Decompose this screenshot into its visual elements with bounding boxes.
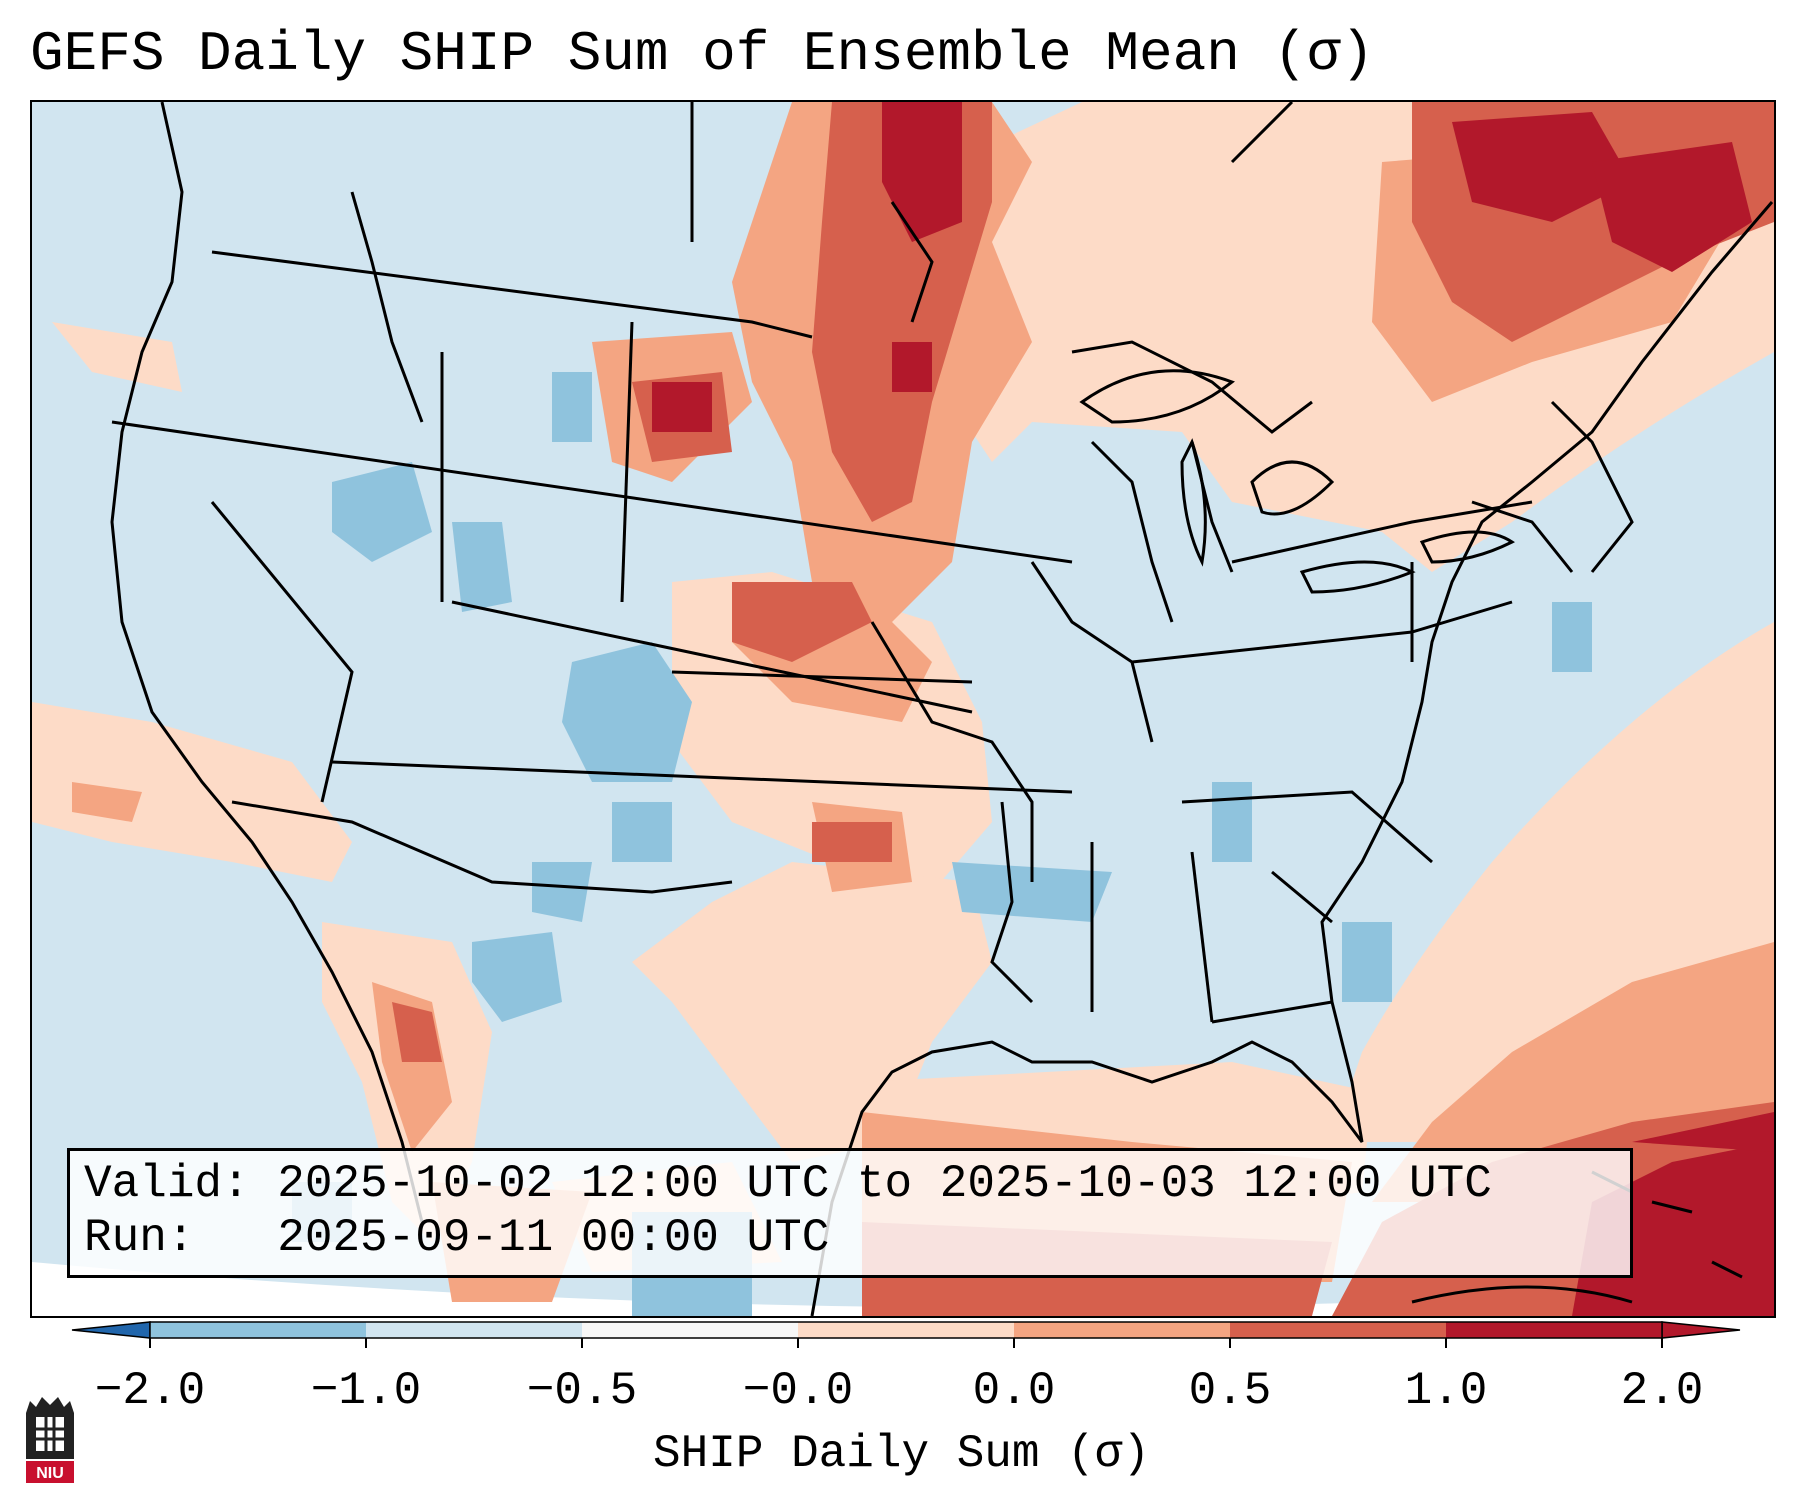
colorbar-tick-label: −1.0 <box>310 1365 422 1417</box>
colorbar-segment <box>1230 1322 1447 1338</box>
niu-logo-text: NIU <box>36 1465 64 1482</box>
valid-time-text: Valid: 2025-10-02 12:00 UTC to 2025-10-0… <box>84 1158 1492 1210</box>
niu-logo-graphic: NIU <box>26 1397 74 1483</box>
ship-anomaly-map <box>32 102 1774 1316</box>
map-title: GEFS Daily SHIP Sum of Ensemble Mean (σ) <box>30 22 1375 86</box>
colorbar-extend-high <box>1661 1321 1741 1339</box>
colorbar-tick-label: −2.0 <box>94 1365 206 1417</box>
colorbar-segment <box>150 1322 367 1338</box>
colorbar-tick-label: 2.0 <box>1620 1365 1704 1417</box>
colorbar-segment <box>1446 1322 1663 1338</box>
colorbar-segment <box>1014 1322 1231 1338</box>
run-time-text: Run: 2025-09-11 00:00 UTC <box>84 1212 830 1264</box>
colorbar-segment <box>798 1322 1015 1338</box>
colorbar-outline <box>149 1321 1663 1339</box>
colorbar-tick-label: −0.5 <box>526 1365 638 1417</box>
colorbar-tick-label: 1.0 <box>1404 1365 1488 1417</box>
boundary-lines <box>110 102 1774 1316</box>
info-box: Valid: 2025-10-02 12:00 UTC to 2025-10-0… <box>67 1148 1633 1278</box>
colorbar-segment <box>582 1322 799 1338</box>
colorbar-tick-label: 0.5 <box>1188 1365 1272 1417</box>
projection-edge <box>32 1262 1774 1316</box>
map-panel <box>30 100 1776 1318</box>
niu-logo: NIU <box>22 1393 78 1485</box>
colorbar-label: SHIP Daily Sum (σ) <box>653 1428 1150 1480</box>
colorbar-segment <box>366 1322 583 1338</box>
colorbar-tick-label: −0.0 <box>742 1365 854 1417</box>
colorbar-tick-label: 0.0 <box>972 1365 1056 1417</box>
great-lakes <box>1079 369 1515 594</box>
colorbar-extend-low <box>71 1321 151 1339</box>
